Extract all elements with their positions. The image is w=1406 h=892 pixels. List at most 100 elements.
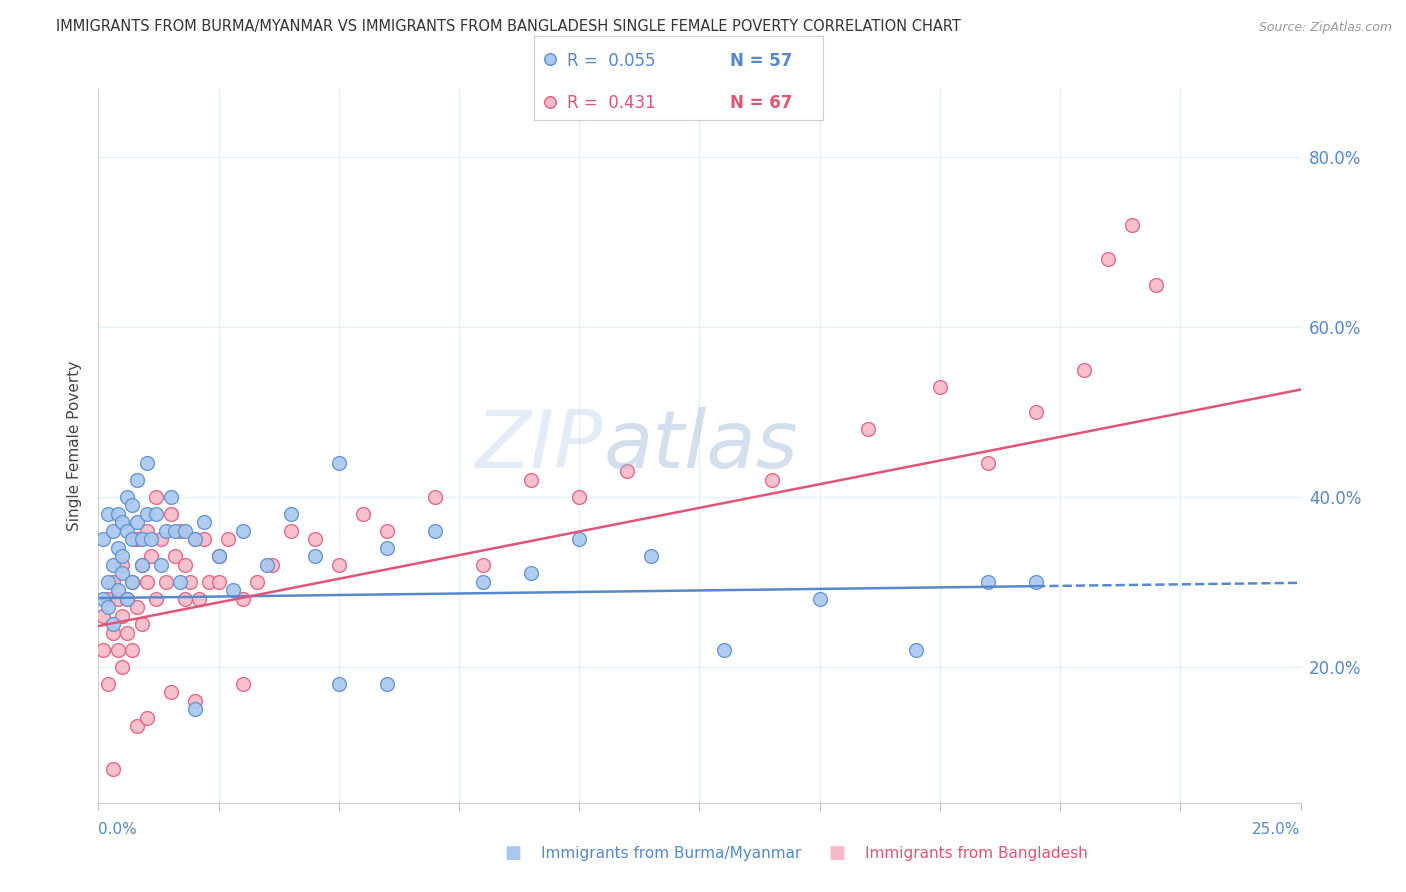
Point	[101, 574, 124, 589]
Point	[117, 626, 139, 640]
Point	[232, 591, 254, 606]
Point	[352, 507, 374, 521]
Point	[328, 456, 350, 470]
Point	[977, 574, 1000, 589]
Point	[145, 591, 167, 606]
Text: IMMIGRANTS FROM BURMA/MYANMAR VS IMMIGRANTS FROM BANGLADESH SINGLE FEMALE POVERT: IMMIGRANTS FROM BURMA/MYANMAR VS IMMIGRA…	[56, 20, 962, 34]
Point	[208, 549, 231, 564]
Point	[107, 507, 129, 521]
Point	[135, 711, 157, 725]
Point	[193, 516, 215, 530]
Point	[121, 574, 143, 589]
Point	[107, 541, 129, 555]
Point	[713, 643, 735, 657]
Point	[165, 549, 187, 564]
Point	[121, 643, 143, 657]
Point	[375, 524, 398, 538]
Point	[423, 524, 446, 538]
Point	[616, 465, 638, 479]
Point	[107, 591, 129, 606]
Point	[125, 600, 148, 615]
Point	[174, 524, 197, 538]
Point	[198, 574, 221, 589]
Point	[280, 524, 302, 538]
Point	[1025, 574, 1047, 589]
Text: ■: ■	[505, 844, 522, 862]
Point	[472, 558, 495, 572]
Point	[1073, 362, 1095, 376]
Point	[121, 499, 143, 513]
Point	[117, 591, 139, 606]
Point	[125, 719, 148, 733]
Point	[640, 549, 662, 564]
Text: R =  0.431: R = 0.431	[568, 95, 657, 112]
Point	[101, 626, 124, 640]
Point	[97, 591, 120, 606]
Point	[188, 591, 211, 606]
Point	[101, 617, 124, 632]
Point	[135, 574, 157, 589]
Point	[117, 524, 139, 538]
Point	[904, 643, 927, 657]
Point	[977, 456, 1000, 470]
Point	[232, 524, 254, 538]
Point	[145, 507, 167, 521]
Point	[856, 422, 879, 436]
Point	[107, 583, 129, 598]
Text: ■: ■	[828, 844, 845, 862]
Point	[375, 677, 398, 691]
Text: 25.0%: 25.0%	[1253, 822, 1301, 837]
Point	[117, 591, 139, 606]
Point	[568, 533, 591, 547]
Point	[97, 677, 120, 691]
Point	[260, 558, 283, 572]
Text: Immigrants from Bangladesh: Immigrants from Bangladesh	[865, 847, 1087, 861]
Point	[174, 591, 197, 606]
Point	[141, 533, 163, 547]
Point	[217, 533, 239, 547]
Text: Source: ZipAtlas.com: Source: ZipAtlas.com	[1258, 21, 1392, 34]
Point	[222, 583, 245, 598]
Point	[125, 473, 148, 487]
Point	[1144, 277, 1167, 292]
Point	[131, 617, 153, 632]
Point	[111, 549, 134, 564]
Point	[520, 566, 543, 581]
Point	[159, 507, 181, 521]
Point	[91, 533, 114, 547]
Point	[125, 516, 148, 530]
Point	[568, 490, 591, 504]
Point	[280, 507, 302, 521]
Point	[328, 558, 350, 572]
Point	[183, 702, 205, 716]
Point	[808, 591, 831, 606]
Point	[520, 473, 543, 487]
Text: N = 67: N = 67	[730, 95, 793, 112]
Point	[111, 566, 134, 581]
Text: atlas: atlas	[603, 407, 799, 485]
Point	[169, 524, 191, 538]
Point	[101, 762, 124, 776]
Point	[91, 608, 114, 623]
Point	[97, 507, 120, 521]
Point	[135, 507, 157, 521]
Point	[246, 574, 269, 589]
Point	[111, 660, 134, 674]
Point	[208, 574, 231, 589]
Point	[111, 558, 134, 572]
Point	[121, 533, 143, 547]
Point	[117, 490, 139, 504]
Point	[1097, 252, 1119, 266]
Point	[179, 574, 201, 589]
Point	[304, 533, 326, 547]
Point	[208, 549, 231, 564]
Point	[183, 694, 205, 708]
Text: 0.0%: 0.0%	[98, 822, 138, 837]
Point	[183, 533, 205, 547]
Point	[761, 473, 783, 487]
Point	[149, 533, 172, 547]
Point	[111, 608, 134, 623]
Point	[101, 524, 124, 538]
Point	[159, 685, 181, 699]
Point	[1121, 218, 1143, 232]
